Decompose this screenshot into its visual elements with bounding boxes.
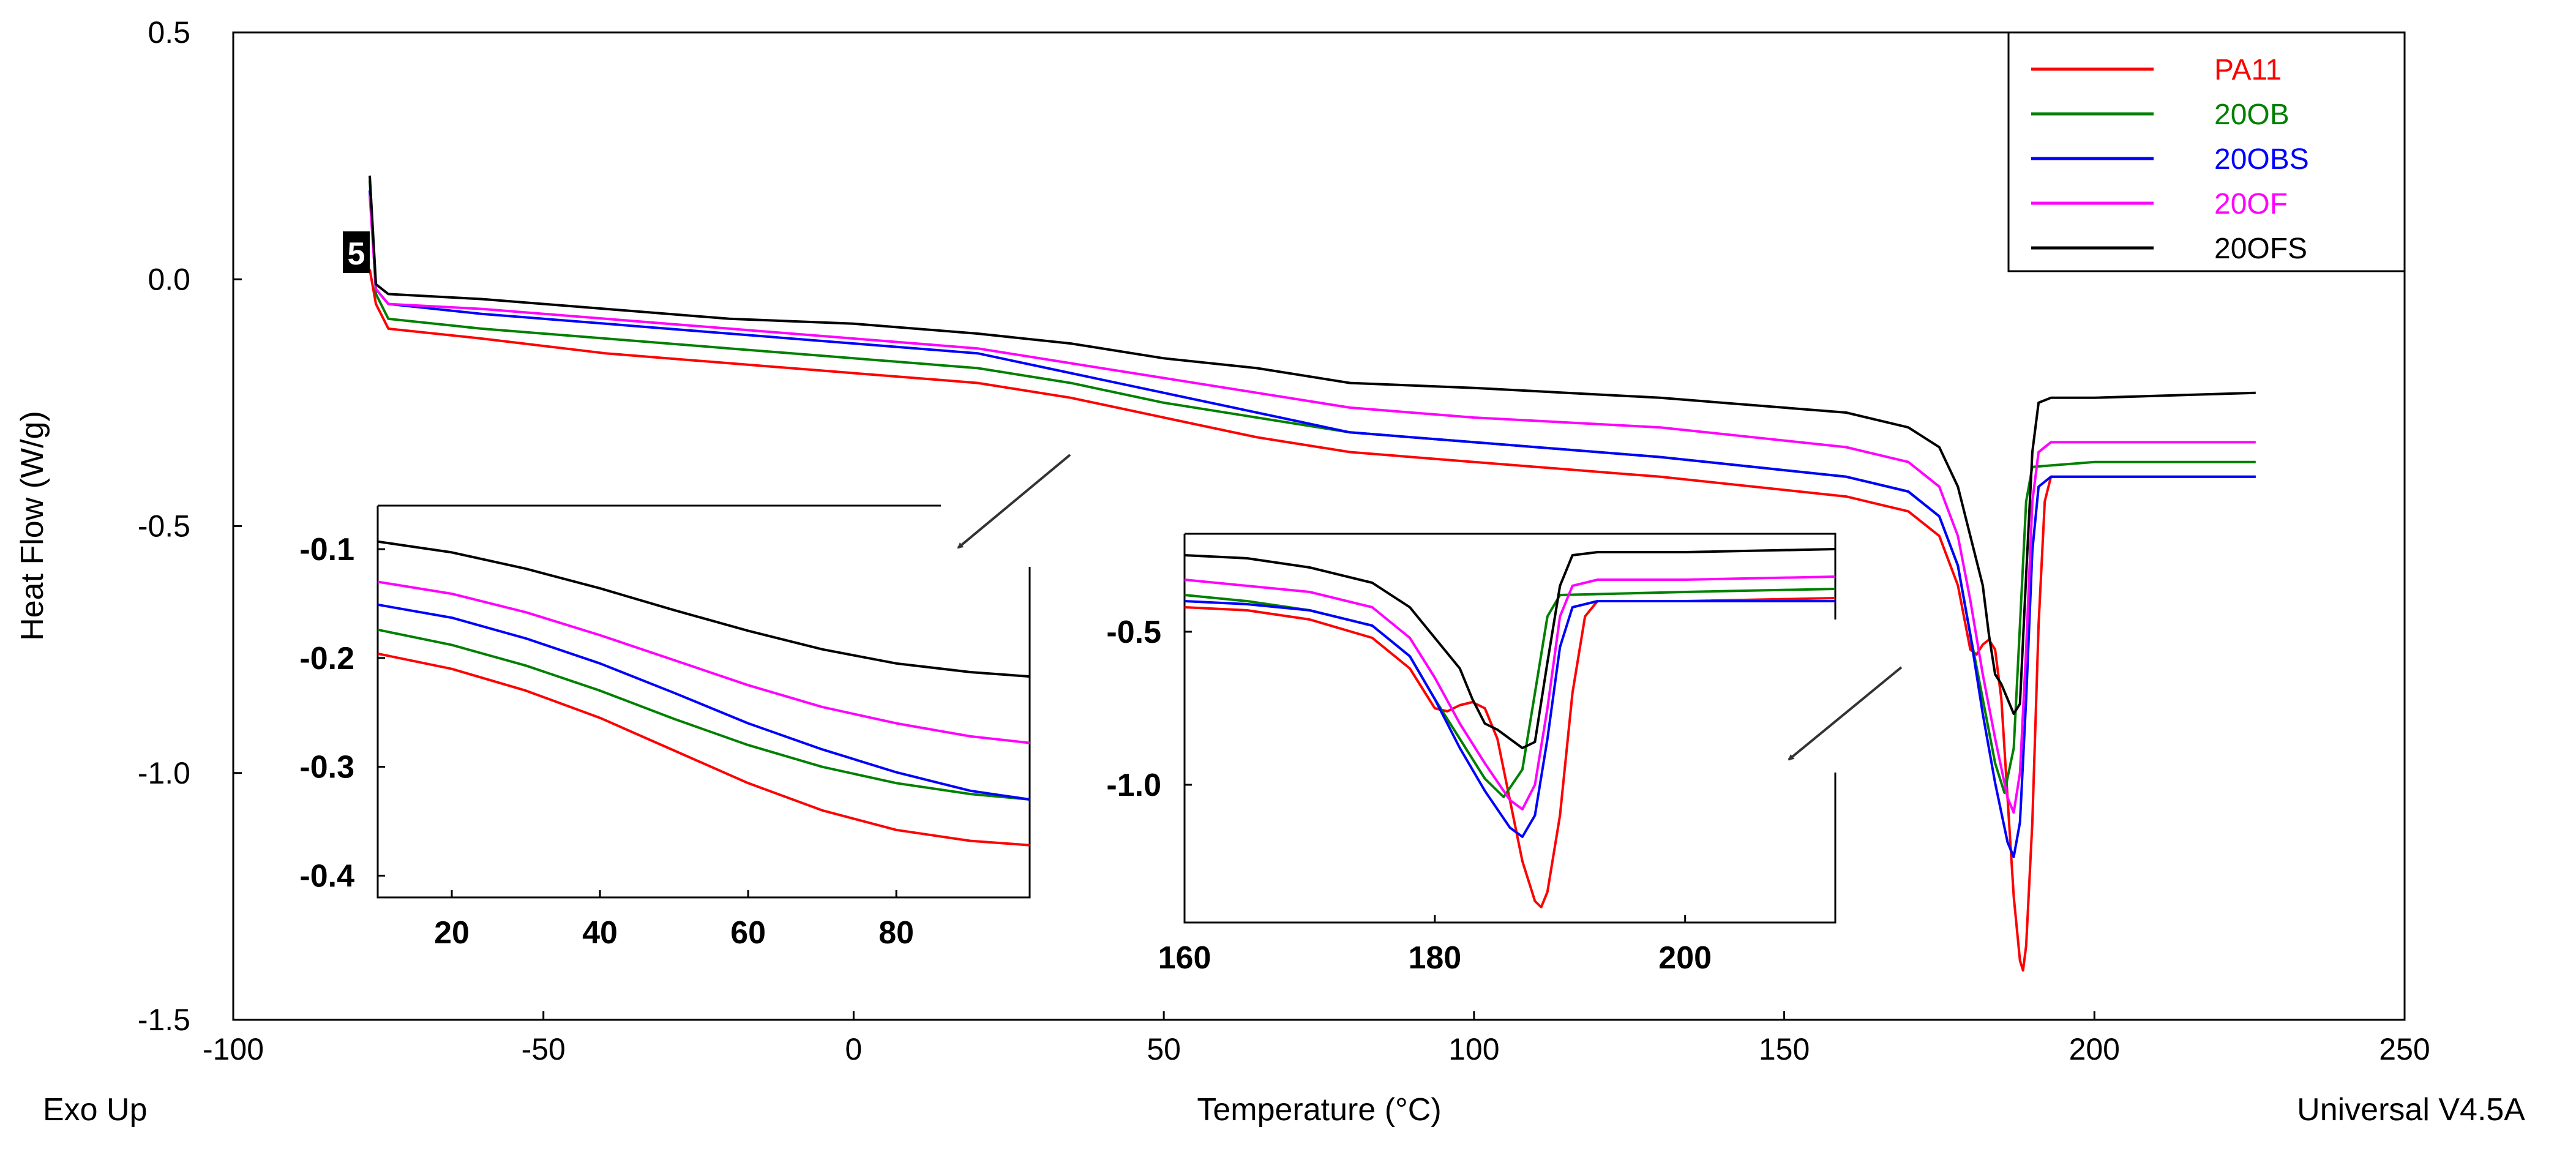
x-tick-label: 250 bbox=[2379, 1032, 2430, 1066]
inset-y-tick-label: -0.3 bbox=[299, 750, 354, 785]
y-tick-label: 0.0 bbox=[148, 262, 190, 296]
marker-label: 5 bbox=[348, 236, 365, 272]
arrow-to-melting-inset bbox=[1788, 666, 1903, 761]
legend: PA11 20OB 20OBS 20OF 20OFS bbox=[2007, 31, 2406, 272]
x-tick-label: 50 bbox=[1147, 1032, 1181, 1066]
inset-y-tick-label: -0.1 bbox=[299, 532, 354, 567]
legend-label-20of: 20OF bbox=[2214, 188, 2288, 220]
inset-low-temp-frame bbox=[376, 504, 1031, 899]
inset-melting-series bbox=[1184, 548, 1836, 908]
x-tick-label: -100 bbox=[203, 1032, 264, 1066]
legend-label-20ofs: 20OFS bbox=[2214, 233, 2307, 265]
y-tick-label: 0.5 bbox=[148, 15, 190, 50]
inset-x-tick-label: 200 bbox=[1658, 940, 1712, 976]
inset-low-temp: -0.1 -0.2 -0.3 -0.4 20 40 60 80 bbox=[299, 504, 1031, 951]
y-tick-label: -1.0 bbox=[138, 756, 190, 790]
inset-series-line-pa11 bbox=[377, 652, 1030, 847]
inset-series-line-20ofs bbox=[377, 540, 1030, 678]
inset-x-tick-label: 80 bbox=[878, 915, 914, 951]
inset-low-temp-axes: -0.1 -0.2 -0.3 -0.4 20 40 60 80 bbox=[299, 532, 914, 951]
inset-series-line-20of bbox=[1184, 575, 1836, 810]
legend-label-pa11: PA11 bbox=[2214, 54, 2282, 86]
inset-x-tick-label: 160 bbox=[1158, 940, 1211, 976]
x-tick-label: 200 bbox=[2069, 1032, 2120, 1066]
series-line-20obs bbox=[369, 190, 2256, 858]
inset-melting-panel bbox=[1181, 534, 1837, 926]
x-tick-label: -50 bbox=[522, 1032, 566, 1066]
inset-y-tick-label: -0.5 bbox=[1106, 615, 1161, 650]
series-line-20of bbox=[369, 195, 2256, 814]
inset-y-tick-label: -0.4 bbox=[299, 858, 354, 894]
inset-low-temp-panel bbox=[375, 506, 1030, 900]
inset-series-line-20of bbox=[377, 580, 1030, 744]
arrow-to-low-temp-inset bbox=[957, 454, 1071, 549]
inset-x-tick-label: 180 bbox=[1408, 940, 1461, 976]
y-tick-label: -0.5 bbox=[138, 509, 190, 544]
x-tick-label: 150 bbox=[1759, 1032, 1810, 1066]
legend-box bbox=[2007, 31, 2406, 272]
inset-melting: -0.5 -1.0 160 180 200 bbox=[1106, 533, 1837, 976]
y-axis-label: Heat Flow (W/g) bbox=[15, 411, 50, 641]
inset-series-line-20obs bbox=[377, 603, 1030, 801]
inset-x-tick-label: 60 bbox=[730, 915, 766, 951]
inset-series-line-20obs bbox=[1184, 600, 1835, 838]
x-tick-label: 100 bbox=[1448, 1032, 1499, 1066]
inset-low-temp-series bbox=[377, 540, 1030, 847]
main-series-group bbox=[369, 175, 2256, 972]
inset-melting-frame bbox=[1183, 533, 1837, 924]
inset-x-tick-label: 40 bbox=[582, 915, 618, 951]
x-tick-label: 0 bbox=[845, 1032, 863, 1066]
legend-label-20obs: 20OBS bbox=[2214, 143, 2309, 176]
inset-y-tick-label: -0.2 bbox=[299, 641, 354, 676]
legend-label-20ob: 20OB bbox=[2214, 99, 2290, 131]
x-axis-label: Temperature (°C) bbox=[1197, 1092, 1441, 1128]
inset-x-tick-label: 20 bbox=[434, 915, 470, 951]
y-tick-label: -1.5 bbox=[138, 1003, 190, 1037]
inset-series-line-pa11 bbox=[1184, 597, 1836, 908]
marker-box bbox=[343, 231, 370, 273]
inset-y-tick-label: -1.0 bbox=[1106, 768, 1161, 803]
series-line-20ofs bbox=[369, 175, 2256, 715]
footer-left-label: Exo Up bbox=[43, 1092, 148, 1128]
footer-right-label: Universal V4.5A bbox=[2297, 1092, 2525, 1128]
main-x-axis: -100 -50 0 50 100 150 200 250 bbox=[203, 1011, 2430, 1066]
inset-series-line-20ob bbox=[377, 628, 1030, 801]
inset-melting-axes: -0.5 -1.0 160 180 200 bbox=[1106, 615, 1712, 976]
main-y-axis: 0.5 0.0 -0.5 -1.0 -1.5 bbox=[138, 15, 242, 1037]
inset-series-line-20ofs bbox=[1184, 548, 1836, 749]
series-line-pa11 bbox=[369, 269, 2256, 972]
